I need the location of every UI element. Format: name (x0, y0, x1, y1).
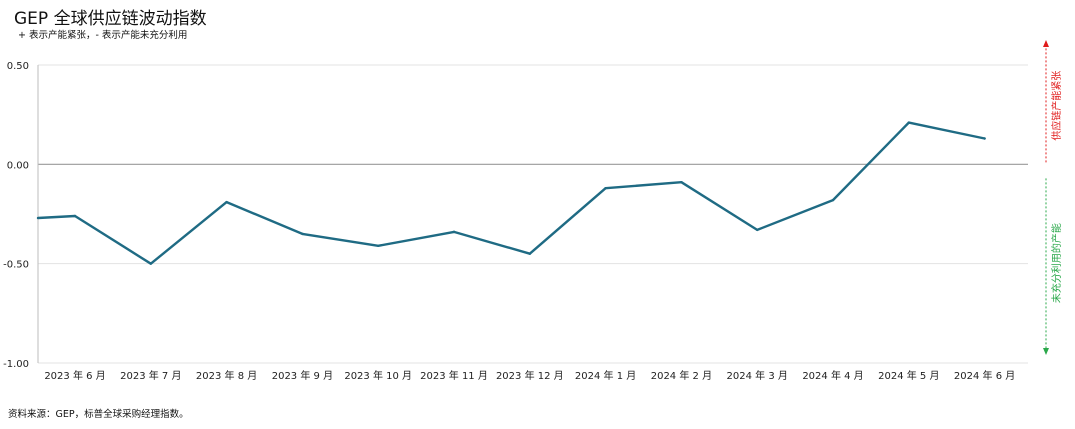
arrow-up-icon (1043, 40, 1049, 47)
slack-capacity-label: 未充分利用的产能 (1050, 223, 1063, 303)
x-tick-label: 2023 年 9 月 (272, 369, 333, 382)
data-point (528, 252, 531, 255)
data-point (377, 244, 380, 247)
data-point (149, 262, 152, 265)
y-tick-label: -0.50 (3, 260, 29, 271)
chart-subtitle: + 表示产能紧张，- 表示产能未充分利用 (18, 30, 188, 41)
grid-layer (38, 64, 1028, 364)
y-tick-label: 0.00 (7, 160, 29, 171)
x-tick-label: 2023 年 6 月 (44, 369, 105, 382)
x-tick-label: 2023 年 12 月 (496, 369, 564, 382)
series-line (36, 121, 986, 265)
tight-capacity-label: 供应链产能紧张 (1050, 71, 1063, 141)
data-point (680, 181, 683, 184)
x-tick-label: 2024 年 3 月 (727, 369, 788, 382)
x-tick-label: 2024 年 4 月 (802, 369, 863, 382)
data-point (225, 200, 228, 204)
x-tick-label: 2024 年 1 月 (575, 369, 636, 382)
data-point (907, 121, 910, 124)
source-note: 资料来源：GEP，标普全球采购经理指数。 (8, 409, 189, 420)
chart-title: GEP 全球供应链波动指数 (14, 9, 207, 29)
y-tick-label: -1.00 (3, 359, 29, 370)
data-point (301, 232, 304, 236)
data-point (831, 198, 835, 202)
data-point (756, 228, 759, 232)
data-point (604, 186, 607, 190)
x-tick-label: 2023 年 8 月 (196, 369, 257, 382)
arrow-down-icon (1043, 348, 1049, 355)
data-point (73, 214, 77, 218)
x-tick-label: 2024 年 2 月 (651, 369, 712, 382)
y-tick-label: 0.50 (7, 61, 29, 72)
x-tick-label: 2023 年 11 月 (420, 369, 488, 382)
x-tick-label: 2023 年 7 月 (120, 369, 181, 382)
x-tick-label: 2023 年 10 月 (344, 369, 412, 382)
data-point (452, 230, 456, 234)
x-tick-label: 2024 年 6 月 (954, 369, 1015, 382)
data-point (983, 137, 986, 140)
x-tick-label: 2024 年 5 月 (878, 369, 939, 382)
axis-layer: 0.50 0.00 -0.50 -1.00 2023 年 6 月 2023 年 7 月 20… (3, 61, 1015, 382)
series-layer (36, 121, 986, 265)
